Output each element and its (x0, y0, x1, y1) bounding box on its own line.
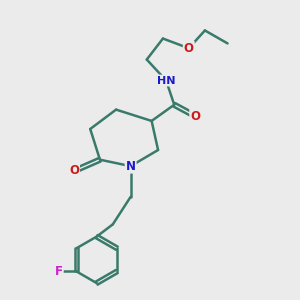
Text: HN: HN (157, 76, 176, 85)
Text: F: F (55, 265, 63, 278)
Text: N: N (126, 160, 136, 173)
Text: O: O (190, 110, 200, 123)
Text: O: O (69, 164, 79, 178)
Text: O: O (184, 42, 194, 55)
